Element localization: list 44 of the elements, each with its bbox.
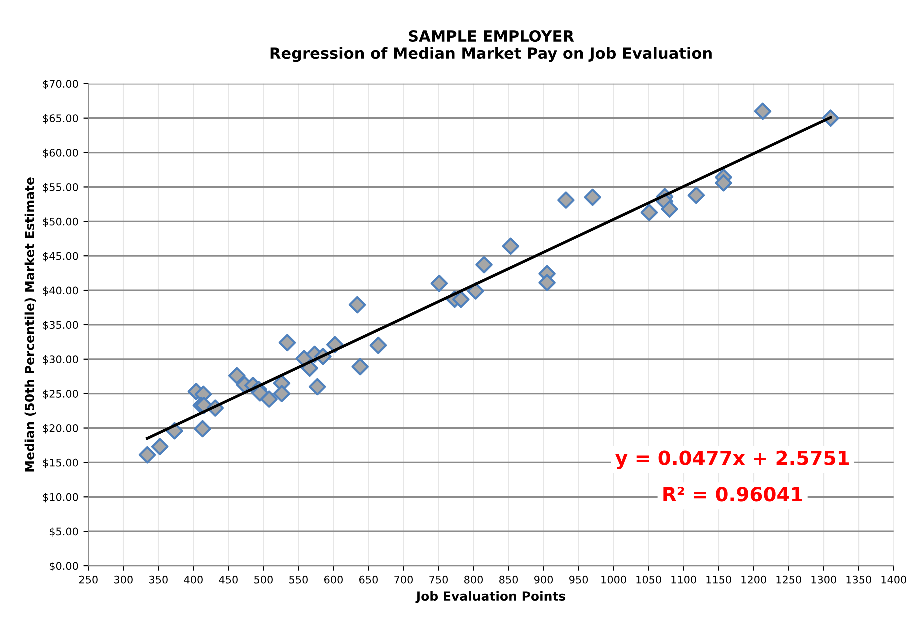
y-tick-label: $20.00 (43, 424, 78, 434)
x-tick-label: 1050 (636, 576, 662, 584)
x-tick-label: 900 (534, 576, 554, 584)
y-tick-label: $10.00 (43, 493, 78, 503)
x-tick-label: 250 (79, 576, 98, 584)
x-tick-label: 1100 (672, 576, 696, 584)
x-tick-label: 950 (570, 576, 588, 584)
y-tick-label: $25.00 (43, 390, 78, 400)
y-tick-label: $65.00 (43, 114, 78, 124)
x-tick-label: 1400 (882, 576, 906, 584)
x-tick-label: 700 (394, 576, 413, 584)
x-tick-label: 1150 (706, 576, 732, 584)
y-tick-label: $0.00 (50, 562, 78, 572)
x-tick-label: 650 (360, 576, 378, 584)
y-tick-label: $30.00 (43, 355, 78, 365)
x-tick-label: 850 (500, 576, 518, 584)
x-tick-label: 1000 (602, 576, 626, 584)
y-tick-label: $70.00 (43, 80, 78, 90)
y-axis-title: Median (50th Percentile) Market Estimate (24, 178, 36, 472)
y-tick-label: $50.00 (43, 218, 78, 228)
annotation: y = 0.0477x + 2.5751 (616, 450, 849, 470)
x-tick-label: 500 (254, 576, 273, 584)
annotation: R² = 0.96041 (664, 487, 802, 502)
y-tick-label: $60.00 (43, 148, 78, 158)
y-tick-label: $35.00 (43, 321, 78, 330)
x-tick-label: 800 (464, 576, 484, 584)
y-tick-label: $55.00 (43, 183, 78, 193)
x-tick-label: 1200 (742, 576, 766, 584)
x-tick-label: 600 (324, 576, 343, 584)
x-tick-label: 1250 (776, 576, 802, 584)
x-tick-label: 300 (114, 576, 133, 584)
y-tick-label: $15.00 (43, 458, 78, 468)
x-tick-label: 350 (150, 576, 168, 584)
x-tick-label: 450 (219, 576, 238, 584)
y-tick-label: $40.00 (43, 286, 78, 296)
x-tick-label: 400 (184, 576, 203, 584)
y-tick-label: $45.00 (43, 252, 78, 262)
x-tick-label: 550 (290, 576, 308, 584)
x-tick-label: 1300 (812, 576, 836, 584)
x-tick-label: 1350 (846, 576, 872, 584)
y-tick-label: $5.00 (50, 528, 78, 538)
x-tick-label: 750 (430, 576, 448, 584)
x-axis-title: Job Evaluation Points (416, 591, 566, 604)
chart-title: SAMPLE EMPLOYER Regression of Median Market Pay on Job Evaluation (270, 30, 712, 62)
